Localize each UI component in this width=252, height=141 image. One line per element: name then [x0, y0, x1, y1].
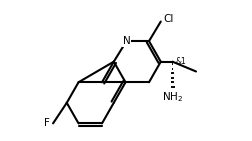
- Text: NH$_2$: NH$_2$: [161, 90, 182, 104]
- Text: Cl: Cl: [163, 14, 173, 24]
- Text: F: F: [44, 118, 50, 128]
- Text: N: N: [122, 36, 130, 46]
- Text: &1: &1: [175, 57, 186, 66]
